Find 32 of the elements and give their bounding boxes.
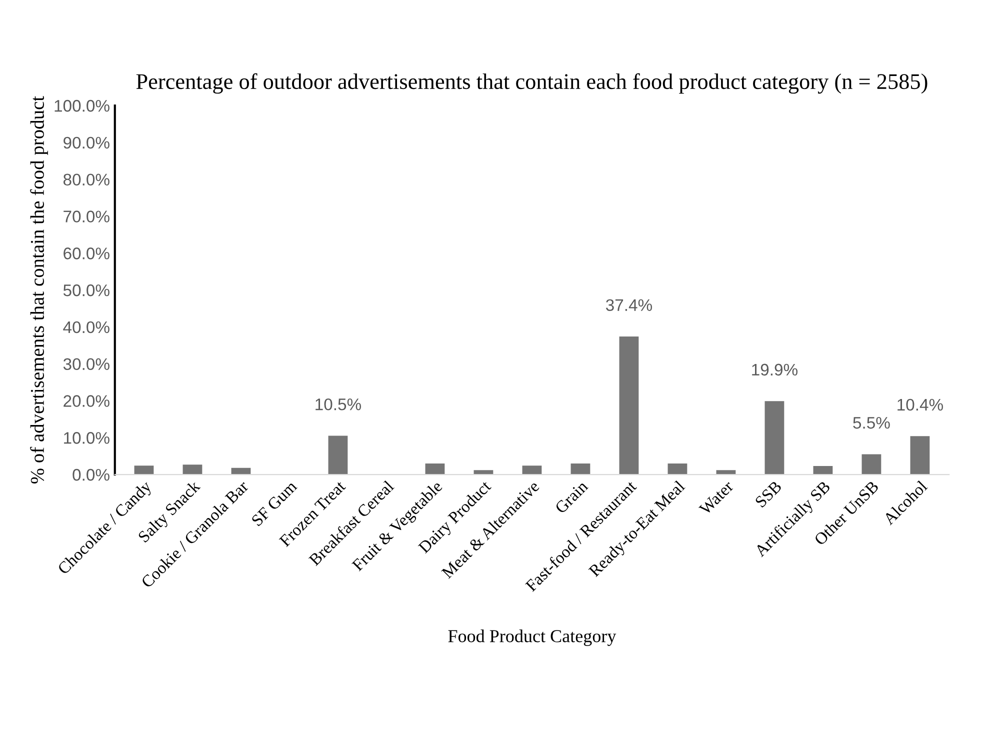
y-tick-label: 0.0% xyxy=(72,468,110,481)
data-label: 19.9% xyxy=(752,364,798,376)
chart-title: Percentage of outdoor advertisements that contain each food product category (n = 2585) xyxy=(136,73,928,94)
bar xyxy=(764,401,784,475)
x-tick-label: SF Gum xyxy=(251,480,298,527)
bar xyxy=(522,466,542,475)
data-label: 37.4% xyxy=(606,299,652,312)
bar xyxy=(328,436,348,475)
y-tick-label: 90.0% xyxy=(64,136,110,149)
data-label: 5.5% xyxy=(853,416,890,429)
x-axis-title: Food Product Category xyxy=(448,630,616,646)
y-tick-label: 50.0% xyxy=(63,284,110,296)
y-tick-label: 40.0% xyxy=(63,321,110,334)
bar xyxy=(619,336,639,475)
bar xyxy=(425,463,445,475)
data-label: 10.4% xyxy=(898,398,943,411)
bar xyxy=(182,464,202,475)
y-axis-title: % of advertisements that contain the food product xyxy=(30,96,48,484)
bar xyxy=(570,463,590,475)
data-label: 10.5% xyxy=(316,398,362,410)
bar xyxy=(813,466,833,475)
y-tick-label: 30.0% xyxy=(63,358,110,370)
y-tick-label: 20.0% xyxy=(64,395,110,407)
y-tick-label: 60.0% xyxy=(64,248,110,260)
y-tick-label: 100.0% xyxy=(54,100,110,112)
y-tick-label: 70.0% xyxy=(64,210,110,222)
bar xyxy=(910,436,930,475)
bar xyxy=(862,454,882,475)
y-tick-label: 80.0% xyxy=(63,174,110,186)
bar xyxy=(134,466,154,475)
bar xyxy=(668,463,688,475)
y-tick-label: 10.0% xyxy=(64,432,110,444)
